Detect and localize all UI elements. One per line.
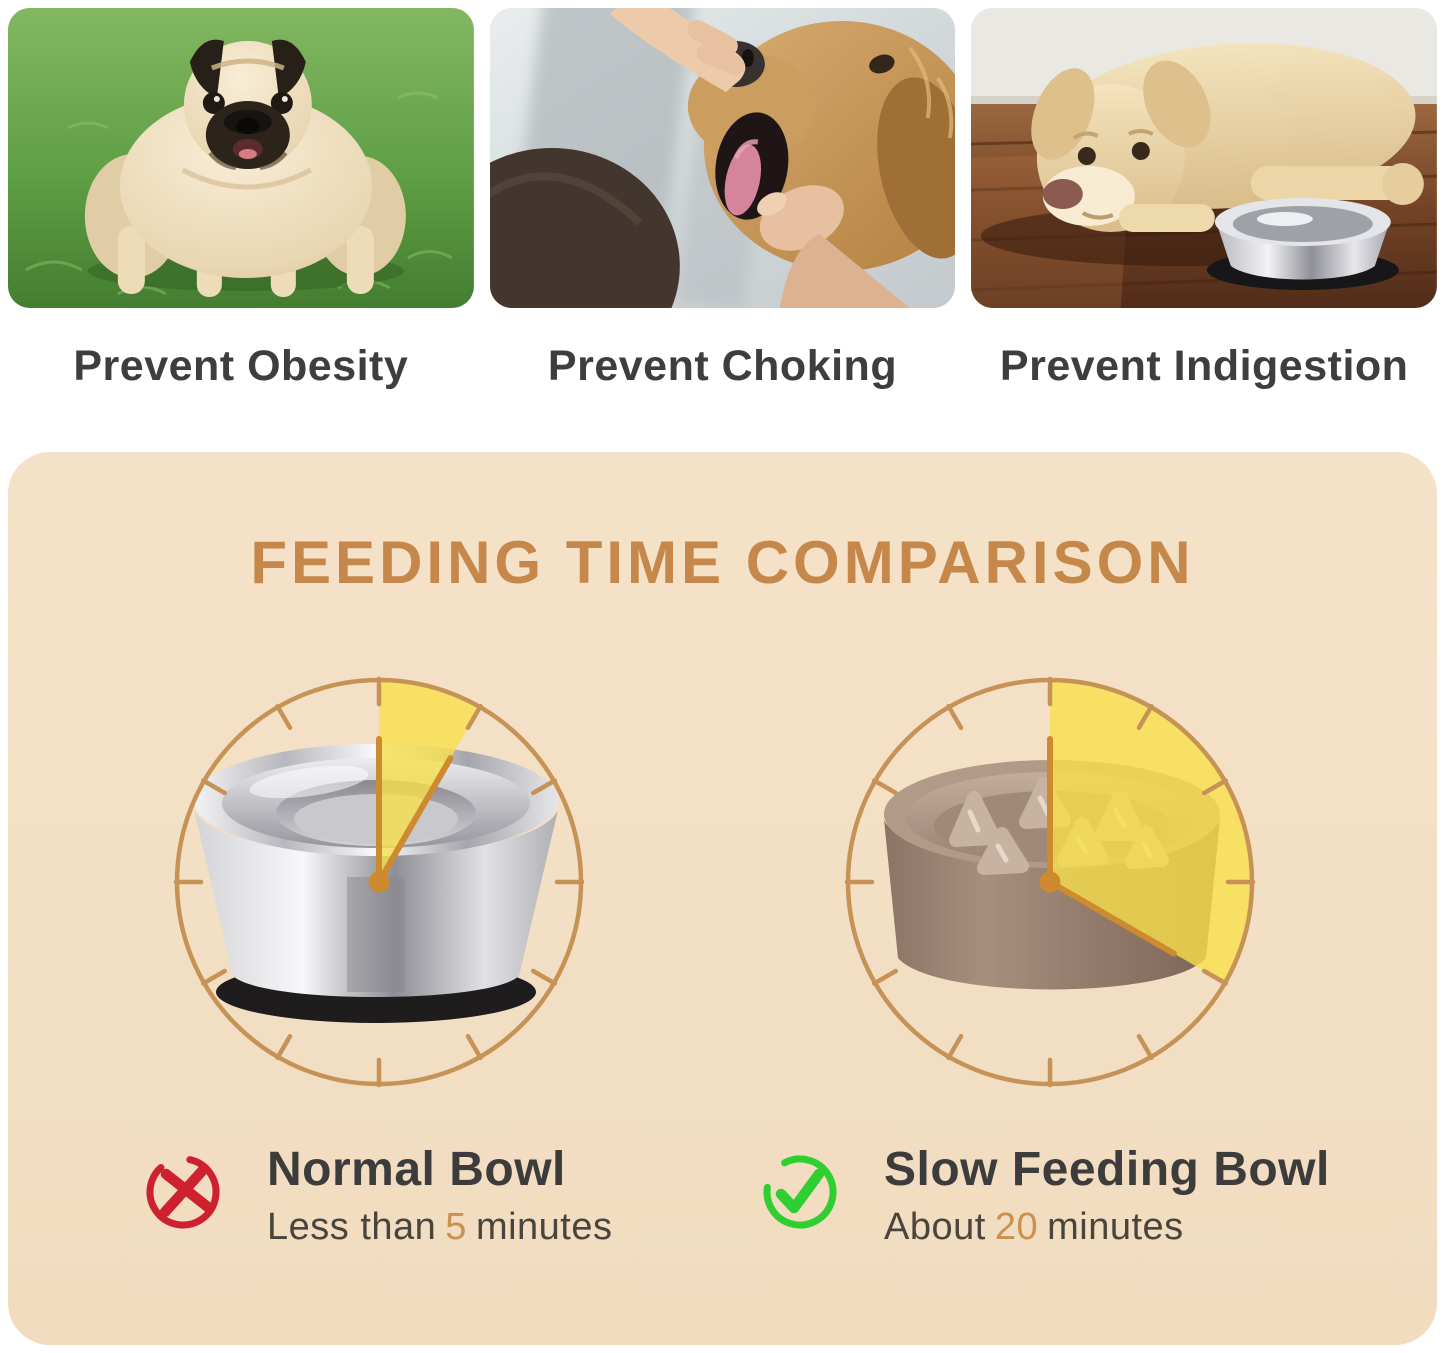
- benefits-row: Prevent Obesity: [8, 8, 1438, 391]
- pug-illustration: [8, 8, 474, 308]
- benefit-label-indigestion: Prevent Indigestion: [999, 342, 1409, 390]
- photo-obese-pug-on-grass: [8, 8, 474, 308]
- clock-center-dot: [368, 871, 390, 893]
- clock-wedge-5min: [379, 678, 481, 882]
- check-icon: [763, 1155, 837, 1228]
- clock-ticks: [173, 676, 585, 1088]
- labrador-illustration: [971, 8, 1438, 308]
- legend-time-slow: About 20 minutes: [884, 1206, 1184, 1248]
- clock-slow-feeding-bowl: [830, 662, 1270, 1102]
- benefit-card-obesity: Prevent Obesity: [8, 8, 474, 391]
- clock-hand-minutes: [1047, 879, 1177, 957]
- minutes-value: 20: [994, 1206, 1039, 1248]
- legend-text-normal: Normal Bowl Less than 5 minutes: [267, 1142, 613, 1249]
- comparison-panel: FEEDING TIME COMPARISON: [8, 452, 1437, 1345]
- benefit-label-choking: Prevent Choking: [547, 342, 898, 390]
- legend-title-slow: Slow Feeding Bowl: [884, 1143, 1330, 1196]
- clock-normal-bowl: [159, 662, 599, 1102]
- clock-hand-minutes: [376, 755, 454, 885]
- benefit-label-obesity: Prevent Obesity: [73, 342, 409, 390]
- legend-normal-bowl: Normal Bowl Less than 5 minutes: [139, 1142, 613, 1249]
- cross-icon: [146, 1155, 220, 1228]
- clock-wedge-20min: [1050, 678, 1255, 984]
- legend-time-normal: Less than 5 minutes: [267, 1206, 613, 1248]
- benefit-card-indigestion: Prevent Indigestion: [971, 8, 1438, 391]
- minutes-value: 5: [445, 1206, 467, 1248]
- clock-face-slow: [844, 676, 1256, 1088]
- photo-labrador-beside-bowl: [971, 8, 1438, 308]
- clock-face-normal: [173, 676, 585, 1088]
- retriever-illustration: [489, 8, 956, 308]
- comparison-title: FEEDING TIME COMPARISON: [250, 529, 1195, 596]
- clock-ticks: [844, 676, 1256, 1088]
- benefit-card-choking: Prevent Choking: [489, 8, 956, 391]
- legend-slow-feeding-bowl: Slow Feeding Bowl About 20 minutes: [756, 1142, 1330, 1249]
- photo-retriever-mouth-check: [489, 8, 956, 308]
- legend-text-slow: Slow Feeding Bowl About 20 minutes: [884, 1142, 1330, 1249]
- clock-center-dot: [1039, 871, 1061, 893]
- legend-title-normal: Normal Bowl: [267, 1143, 566, 1196]
